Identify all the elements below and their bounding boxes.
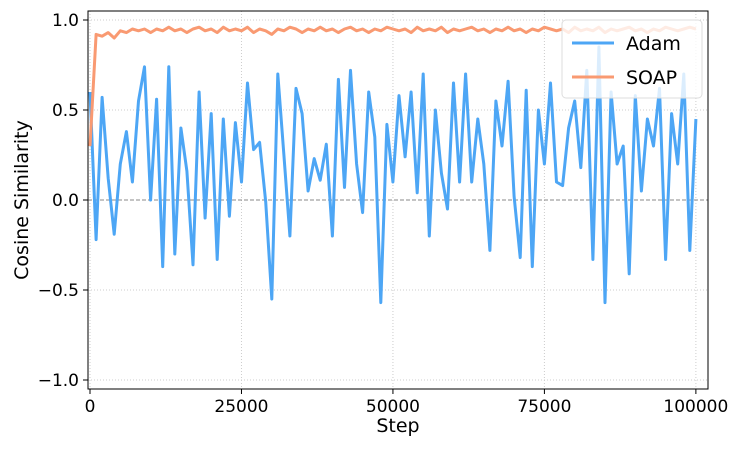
x-tick-label: 50000 [366,397,420,417]
plot-frame [87,10,709,390]
y-axis-label: Cosine Similarity [11,120,33,280]
x-tick-label: 0 [85,397,96,417]
legend-label: SOAP [626,67,677,89]
x-axis-label: Step [376,415,419,437]
y-tick-label: −1.0 [38,371,79,391]
x-tick-label: 75000 [517,397,571,417]
y-tick-label: 0.5 [52,101,79,121]
x-tick-label: 25000 [214,397,268,417]
legend-label: Adam [626,33,681,55]
x-tick-label: 100000 [663,397,728,417]
data-line [88,45,698,305]
y-tick-label: 0.0 [52,191,79,211]
y-tick-label: 1.0 [52,11,79,31]
y-tick-label: −0.5 [38,281,79,301]
